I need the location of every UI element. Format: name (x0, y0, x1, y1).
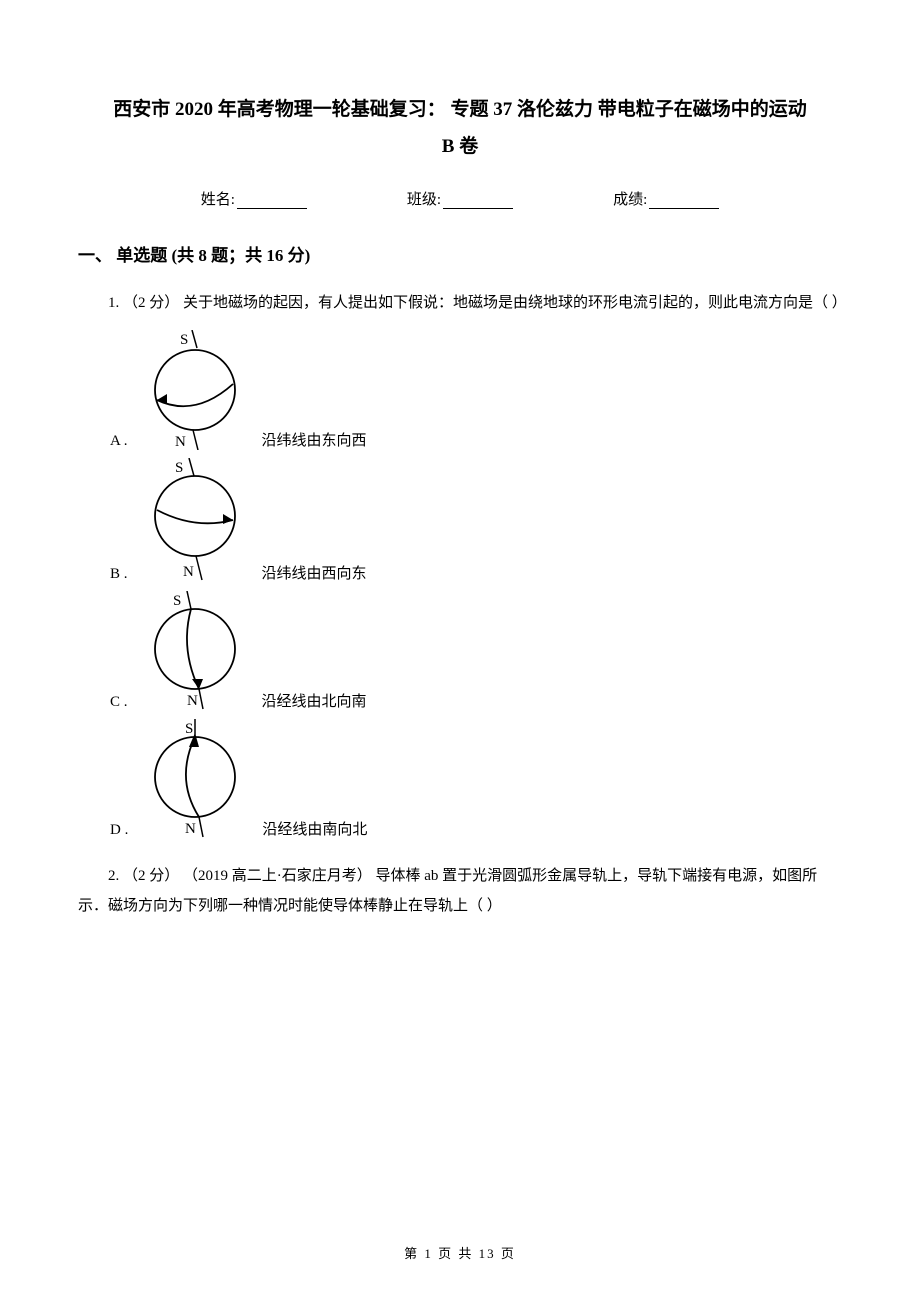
score-field: 成绩: (613, 188, 719, 209)
class-blank (443, 193, 513, 209)
class-field: 班级: (407, 188, 513, 209)
name-label: 姓名: (201, 188, 235, 209)
option-d-diagram: S N (140, 719, 250, 839)
option-b-text: 沿纬线由西向东 (262, 562, 367, 583)
doc-title-line1: 西安市 2020 年高考物理一轮基础复习： 专题 37 洛伦兹力 带电粒子在磁场… (78, 95, 842, 125)
option-a-diagram: S N (140, 330, 250, 450)
option-c-label: C . (110, 694, 128, 711)
pole-n-label: N (187, 693, 198, 709)
question-2-stem: 2. （2 分） （2019 高二上·石家庄月考） 导体棒 ab 置于光滑圆弧形… (78, 861, 842, 921)
score-blank (649, 193, 719, 209)
earth-diagram-a-icon: S N (145, 330, 245, 450)
option-d-label: D . (110, 822, 128, 839)
option-a-text: 沿纬线由东向西 (262, 429, 367, 450)
option-b-label: B . (110, 566, 128, 583)
pole-s-label: S (185, 721, 193, 737)
option-c-diagram: S N (140, 591, 250, 711)
option-d-row: D . S N 沿经线由南向北 (78, 719, 842, 839)
pole-n-label: N (185, 821, 196, 837)
doc-title-line2: B 卷 (78, 131, 842, 158)
question-1-options: A . S N 沿纬线由东向西 B . S N (78, 330, 842, 839)
earth-diagram-c-icon: S N (145, 591, 245, 711)
pole-n-label: N (183, 564, 194, 580)
page-total: 13 (479, 1246, 496, 1261)
option-a-label: A . (110, 433, 128, 450)
class-label: 班级: (407, 188, 441, 209)
section-1-header: 一、 单选题 (共 8 题；共 16 分) (78, 241, 842, 266)
pole-s-label: S (173, 593, 181, 609)
option-a-row: A . S N 沿纬线由东向西 (78, 330, 842, 450)
option-c-row: C . S N 沿经线由北向南 (78, 591, 842, 711)
name-blank (237, 193, 307, 209)
pole-s-label: S (175, 460, 183, 476)
student-info-row: 姓名: 班级: 成绩: (78, 188, 842, 209)
option-b-row: B . S N 沿纬线由西向东 (78, 458, 842, 583)
earth-diagram-d-icon: S N (145, 719, 245, 839)
name-field: 姓名: (201, 188, 307, 209)
score-label: 成绩: (613, 188, 647, 209)
page-current: 1 (424, 1246, 433, 1261)
earth-diagram-b-icon: S N (145, 458, 245, 583)
option-c-text: 沿经线由北向南 (262, 690, 367, 711)
pole-s-label: S (180, 332, 188, 348)
pole-n-label: N (175, 434, 186, 450)
page-footer: 第 1 页 共 13 页 (0, 1243, 920, 1262)
option-b-diagram: S N (140, 458, 250, 583)
option-d-text: 沿经线由南向北 (262, 818, 367, 839)
question-1-stem: 1. （2 分） 关于地磁场的起因，有人提出如下假说：地磁场是由绕地球的环形电流… (78, 288, 842, 318)
